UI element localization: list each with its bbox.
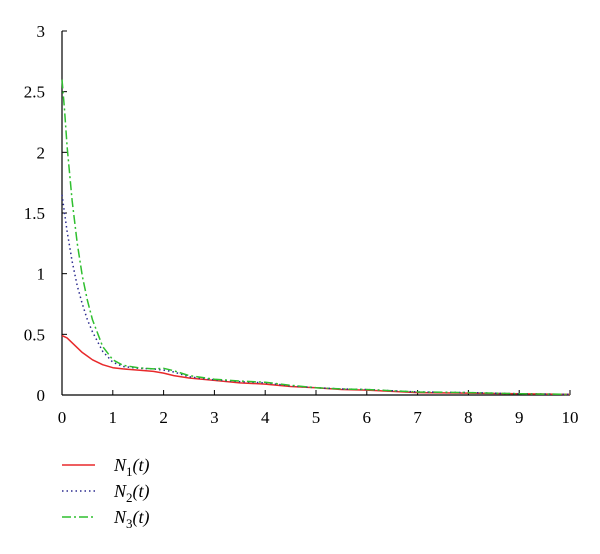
y-tick-label: 1: [37, 265, 46, 284]
x-tick-label: 5: [312, 408, 321, 427]
x-tick-label: 2: [159, 408, 168, 427]
x-tick-label: 10: [562, 408, 579, 427]
x-tick-label: 9: [515, 408, 524, 427]
y-tick-label: 2: [37, 143, 46, 162]
y-tick-label: 1.5: [24, 204, 45, 223]
legend-label-suffix: (t): [133, 481, 150, 502]
x-tick-label: 8: [464, 408, 473, 427]
legend: N1(t)N2(t)N3(t): [62, 455, 150, 531]
series-line-3: [61, 79, 571, 396]
x-tick-label: 0: [58, 408, 67, 427]
legend-label-subscript: 3: [126, 516, 133, 531]
x-tick-label: 4: [261, 408, 270, 427]
legend-label-subscript: 1: [126, 464, 133, 479]
legend-label-subscript: 2: [126, 490, 133, 505]
x-tick-label: 1: [109, 408, 118, 427]
axes: 0 1 2 3 4 5 6 7 8 9 10 0 0.5 1 1.5 2 2.5 3: [24, 22, 579, 427]
y-tick-label: 3: [37, 22, 46, 41]
legend-label-1: N1(t): [113, 455, 150, 479]
legend-label-base: N: [113, 507, 127, 527]
x-tick-label: 3: [210, 408, 219, 427]
series-line-1: [61, 334, 571, 396]
series-layer: [61, 79, 571, 396]
x-tick-label: 7: [413, 408, 422, 427]
legend-label-base: N: [113, 481, 127, 501]
legend-label-2: N2(t): [113, 481, 150, 505]
y-tick-label: 0.5: [24, 325, 45, 344]
legend-label-suffix: (t): [133, 507, 150, 528]
series-line-2: [61, 194, 571, 396]
x-tick-label: 6: [363, 408, 372, 427]
y-tick-label: 2.5: [24, 83, 45, 102]
legend-label-base: N: [113, 455, 127, 475]
legend-label-3: N3(t): [113, 507, 150, 531]
legend-label-suffix: (t): [133, 455, 150, 476]
y-tick-label: 0: [37, 386, 46, 405]
